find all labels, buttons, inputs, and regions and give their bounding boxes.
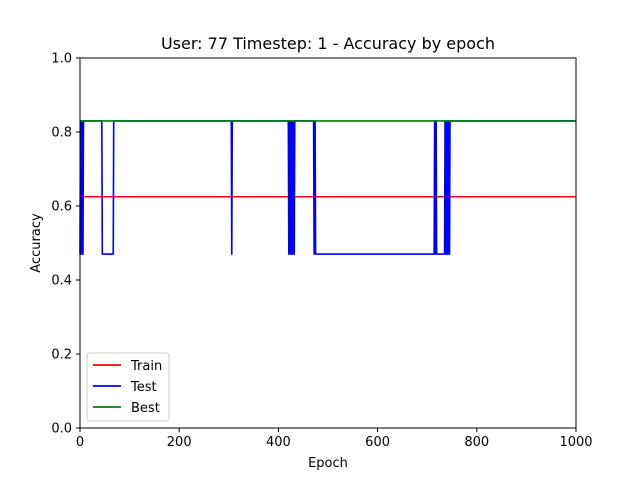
y-tick-label: 0.8 [51, 126, 72, 141]
series-layer [79, 120, 576, 255]
x-tick-label: 0 [76, 435, 84, 450]
x-axis-ticks: 0 200 400 600 800 1000 [76, 428, 593, 450]
x-tick-label: 200 [167, 435, 192, 450]
y-tick-label: 1.0 [51, 52, 72, 67]
chart-title: User: 77 Timestep: 1 - Accuracy by epoch [161, 34, 495, 53]
y-tick-label: 0.6 [51, 200, 72, 215]
x-tick-label: 1000 [559, 435, 592, 450]
x-tick-label: 600 [365, 435, 390, 450]
legend-box [86, 352, 170, 422]
x-axis-label: Epoch [308, 456, 348, 471]
plot-frame [79, 57, 577, 429]
legend-label-test: Test [130, 380, 157, 395]
y-tick-label: 0.0 [51, 422, 72, 437]
y-tick-label: 0.4 [51, 274, 72, 289]
legend: Train Test Best [86, 352, 170, 422]
x-tick-label: 800 [464, 435, 489, 450]
x-tick-label: 400 [266, 435, 291, 450]
legend-label-best: Best [131, 401, 160, 416]
y-axis-ticks: 0.0 0.2 0.4 0.6 0.8 1.0 [51, 52, 80, 437]
y-axis-label: Accuracy [29, 213, 44, 273]
legend-label-train: Train [130, 359, 162, 374]
y-tick-label: 0.2 [51, 348, 72, 363]
